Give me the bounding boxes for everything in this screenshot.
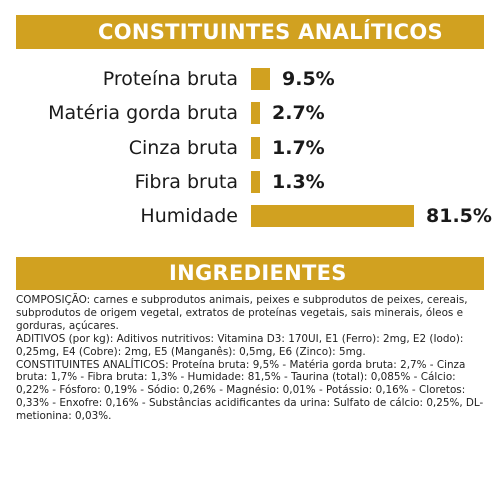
analytics-row-value: 1.7%: [272, 137, 325, 159]
analytics-row-fat: Matéria gorda bruta 2.7%: [0, 101, 500, 125]
analytics-row-protein: Proteína bruta 9.5%: [0, 67, 500, 91]
analytics-row-value: 2.7%: [272, 102, 325, 124]
analytics-section-header: CONSTITUINTES ANALÍTICOS: [16, 15, 484, 49]
analytics-bar: [251, 205, 414, 227]
analytics-bar: [251, 68, 270, 90]
analytics-title: CONSTITUINTES ANALÍTICOS: [98, 20, 443, 44]
analytics-row-ash: Cinza bruta 1.7%: [0, 136, 500, 160]
analytics-bar: [251, 137, 260, 159]
composition-text: COMPOSIÇÃO: carnes e subprodutos animais…: [16, 294, 468, 332]
analytics-row-moisture: Humidade 81.5%: [0, 204, 500, 228]
analytics-row-label: Cinza bruta: [128, 137, 238, 159]
analytics-row-value: 1.3%: [272, 171, 325, 193]
analytics-row-label: Matéria gorda bruta: [48, 102, 238, 124]
analytics-row-fibre: Fibra bruta 1.3%: [0, 170, 500, 194]
ingredients-body: COMPOSIÇÃO: carnes e subprodutos animais…: [16, 294, 486, 423]
analytics-bar: [251, 102, 260, 124]
analytics-row-value: 81.5%: [426, 205, 492, 227]
analytics-bar: [251, 171, 260, 193]
constituents-text: CONSTITUINTES ANALÍTICOS: Proteína bruta…: [16, 358, 484, 423]
analytics-row-label: Humidade: [140, 205, 238, 227]
ingredients-title: INGREDIENTES: [169, 261, 347, 285]
analytics-row-label: Fibra bruta: [134, 171, 238, 193]
additives-text: ADITIVOS (por kg): Aditivos nutritivos: …: [16, 332, 464, 358]
analytics-row-label: Proteína bruta: [102, 68, 238, 90]
analytics-row-value: 9.5%: [282, 68, 335, 90]
ingredients-section-header: INGREDIENTES: [16, 257, 484, 290]
